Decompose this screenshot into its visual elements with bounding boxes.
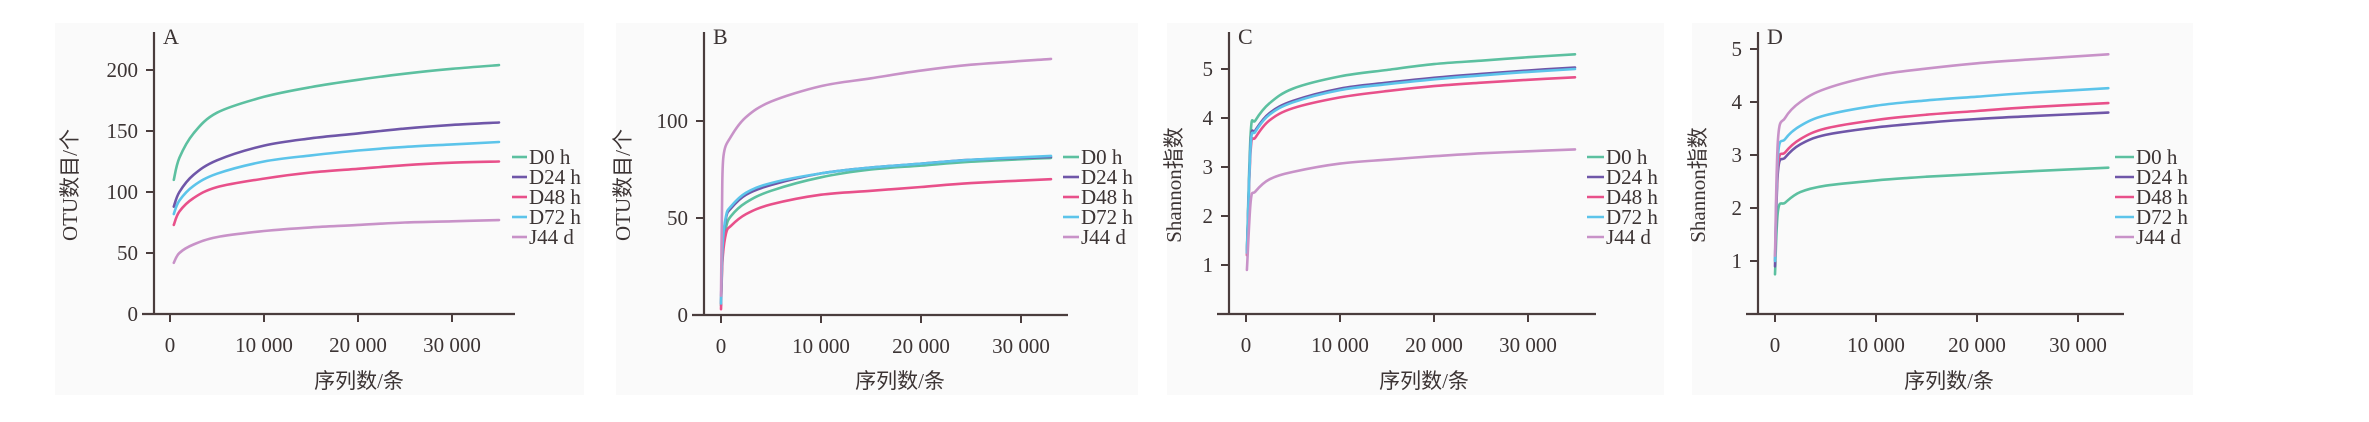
series-line-d72h (719, 154, 1053, 305)
legend-label: D0 h (2136, 145, 2178, 169)
y-axis-title: OTU数目/个 (58, 129, 82, 241)
x-tick-label: 30 000 (1499, 333, 1557, 357)
y-tick-label: 2 (1203, 204, 1214, 228)
series-line-d0h (1245, 53, 1577, 252)
panel-label: B (713, 24, 728, 49)
legend-label: D48 h (1081, 185, 1133, 209)
series-line-d72h (1773, 86, 2110, 263)
y-tick-label: 4 (1732, 90, 1743, 114)
series-line-d72h (172, 140, 501, 216)
panel-label: D (1767, 24, 1783, 49)
series-line-d72h (1245, 67, 1577, 255)
y-tick-label: 0 (678, 303, 689, 327)
y-tick-label: 50 (117, 241, 138, 265)
series-line-d48h (1773, 101, 2110, 263)
y-tick-label: 3 (1732, 143, 1743, 167)
x-tick-label: 0 (1241, 333, 1252, 357)
y-tick-label: 100 (107, 180, 139, 204)
legend-label: D0 h (1606, 145, 1648, 169)
legend-label: J44 d (1081, 225, 1126, 249)
legend-label: D24 h (2136, 165, 2188, 189)
legend-label: D72 h (1606, 205, 1658, 229)
x-tick-label: 30 000 (992, 334, 1050, 358)
series-line-d0h (172, 63, 501, 182)
x-tick-label: 10 000 (1311, 333, 1369, 357)
y-tick-label: 2 (1732, 196, 1743, 220)
series-line-d48h (172, 160, 501, 227)
series-line-j44d (172, 218, 501, 265)
series-line-d24h (1245, 66, 1577, 255)
legend-label: D24 h (529, 165, 581, 189)
chart-panel-d: 0 10 000 20 000 30 000 1 2 3 4 5 D 序列数/条 Shannon指数 D… (1686, 23, 2193, 395)
legend-label: D72 h (2136, 205, 2188, 229)
legend-label: D48 h (2136, 185, 2188, 209)
x-tick-label: 10 000 (1847, 333, 1905, 357)
series-line-d48h (719, 177, 1053, 311)
series-line-j44d (719, 57, 1053, 297)
chart-panel-c: 0 10 000 20 000 30 000 1 2 3 4 5C 序列数/条 Shannon指数 D… (1162, 23, 1664, 395)
series-line-j44d (1245, 148, 1577, 272)
legend-label: D48 h (1606, 185, 1658, 209)
panel-label: A (163, 24, 179, 49)
y-tick-label: 0 (128, 302, 139, 326)
panel-label: C (1238, 24, 1253, 49)
x-tick-label: 0 (1770, 333, 1781, 357)
x-tick-label: 10 000 (235, 333, 293, 357)
y-tick-label: 5 (1203, 57, 1214, 81)
legend-label: D72 h (1081, 205, 1133, 229)
y-tick-label: 1 (1732, 249, 1743, 273)
legend-label: D24 h (1081, 165, 1133, 189)
x-tick-label: 10 000 (792, 334, 850, 358)
y-tick-label: 200 (107, 58, 139, 82)
x-tick-label: 20 000 (1405, 333, 1463, 357)
legend-label: D72 h (529, 205, 581, 229)
legend-label: J44 d (529, 225, 574, 249)
y-tick-label: 5 (1732, 37, 1743, 61)
chart-panel-b: 0 10 000 20 000 30 000 0 50 100 B 序列数/条 OTU数目/个 D0… (611, 23, 1138, 395)
x-tick-label: 0 (165, 333, 176, 357)
y-axis-title: Shannon指数 (1686, 127, 1710, 243)
y-tick-label: 3 (1203, 155, 1214, 179)
panel-background (616, 23, 1138, 395)
x-axis-title: 序列数/条 (1379, 369, 1469, 393)
x-axis-title: 序列数/条 (1904, 369, 1994, 393)
legend-label: D48 h (529, 185, 581, 209)
legend-label: J44 d (2136, 225, 2181, 249)
x-tick-label: 30 000 (423, 333, 481, 357)
series-line-j44d (1773, 53, 2110, 257)
legend-label: D24 h (1606, 165, 1658, 189)
x-axis-title: 序列数/条 (314, 369, 404, 393)
series-line-d0h (1773, 166, 2110, 276)
chart-panel-a: 0 10 000 20 000 30 000 0 50 100 150 200 A 序列数/条 OTU… (55, 23, 584, 395)
panel-background (1692, 23, 2193, 395)
x-tick-label: 20 000 (1948, 333, 2006, 357)
y-tick-label: 4 (1203, 106, 1214, 130)
x-tick-label: 30 000 (2049, 333, 2107, 357)
y-axis-title: Shannon指数 (1162, 127, 1186, 243)
legend-label: J44 d (1606, 225, 1651, 249)
x-axis-title: 序列数/条 (855, 369, 945, 393)
y-tick-label: 50 (667, 206, 688, 230)
y-tick-label: 150 (107, 119, 139, 143)
x-tick-label: 20 000 (329, 333, 387, 357)
legend-label: D0 h (1081, 145, 1123, 169)
y-tick-label: 1 (1203, 253, 1214, 277)
y-tick-label: 100 (657, 109, 689, 133)
x-tick-label: 20 000 (892, 334, 950, 358)
x-tick-label: 0 (716, 334, 727, 358)
legend-label: D0 h (529, 145, 571, 169)
y-axis-title: OTU数目/个 (611, 129, 635, 241)
series-line-d24h (172, 121, 501, 208)
